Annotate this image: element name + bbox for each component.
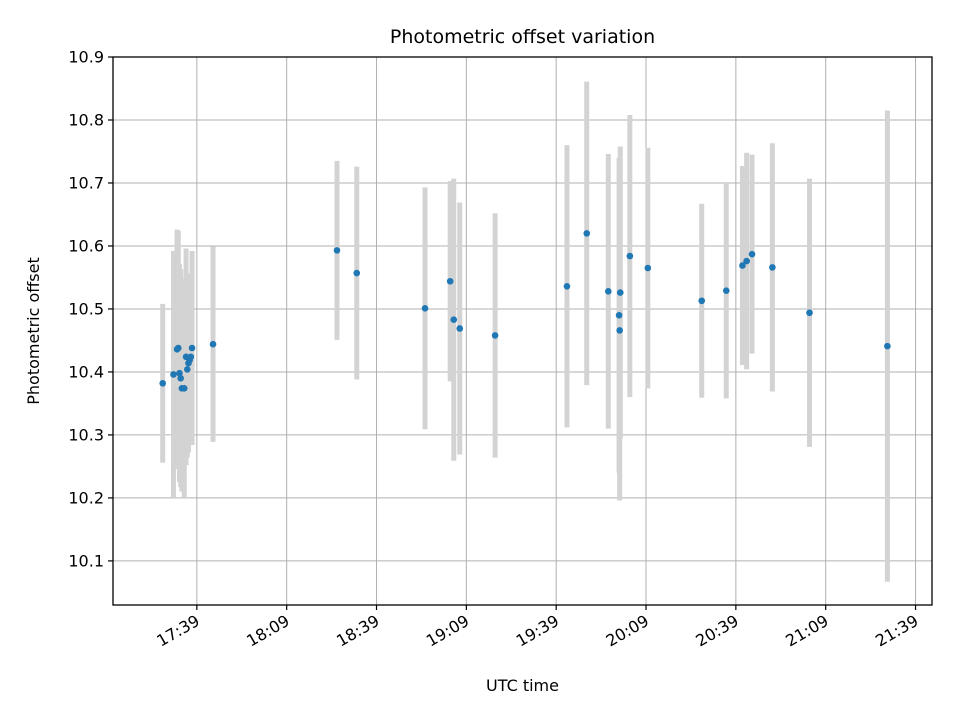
y-tick-label: 10.9 bbox=[68, 48, 104, 67]
data-point bbox=[353, 269, 361, 277]
data-point bbox=[563, 282, 571, 290]
y-tick-label: 10.1 bbox=[68, 551, 104, 570]
data-point bbox=[748, 250, 756, 258]
grid-lines bbox=[113, 56, 932, 605]
data-point bbox=[159, 379, 167, 387]
data-point bbox=[180, 385, 188, 392]
data-point bbox=[177, 374, 184, 382]
x-axis-title: UTC time bbox=[486, 676, 559, 695]
plot-frame bbox=[112, 56, 933, 606]
data-point bbox=[456, 325, 464, 332]
y-tick-label: 10.3 bbox=[68, 425, 104, 444]
chart-title: Photometric offset variation bbox=[390, 26, 655, 48]
data-point bbox=[450, 316, 458, 323]
data-point bbox=[446, 277, 454, 285]
data-point bbox=[183, 366, 191, 373]
data-point bbox=[884, 342, 891, 350]
data-point bbox=[722, 287, 730, 294]
y-tick-label: 10.2 bbox=[68, 488, 104, 507]
y-tick-label: 10.7 bbox=[68, 173, 104, 192]
data-point bbox=[626, 252, 634, 260]
y-tick-label: 10.8 bbox=[68, 110, 104, 129]
data-point bbox=[698, 297, 706, 305]
data-point bbox=[616, 327, 623, 334]
y-tick-label: 10.6 bbox=[68, 236, 104, 255]
data-point bbox=[333, 247, 341, 254]
data-point bbox=[615, 311, 623, 319]
data-point bbox=[209, 340, 217, 348]
data-point bbox=[187, 353, 195, 361]
data-points bbox=[159, 230, 891, 392]
data-point bbox=[176, 369, 183, 377]
data-point bbox=[583, 230, 591, 237]
data-point bbox=[421, 305, 429, 312]
y-tick-label: 10.4 bbox=[68, 362, 104, 381]
data-point bbox=[170, 371, 177, 378]
data-point bbox=[806, 309, 813, 317]
data-point bbox=[491, 332, 499, 339]
data-point bbox=[769, 264, 776, 271]
data-point bbox=[604, 288, 612, 295]
y-tick-label: 10.5 bbox=[68, 299, 104, 318]
data-point bbox=[174, 344, 182, 352]
data-point bbox=[188, 344, 196, 352]
data-point bbox=[739, 262, 746, 269]
data-point bbox=[616, 289, 624, 296]
data-point bbox=[644, 264, 652, 272]
y-axis-title: Photometric offset bbox=[24, 257, 43, 405]
data-point bbox=[743, 257, 750, 265]
